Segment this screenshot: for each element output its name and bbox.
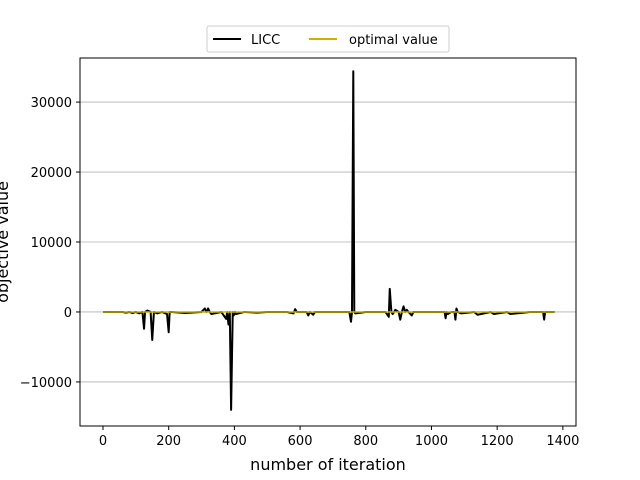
y-tick-label: 30000 xyxy=(31,96,72,111)
grid xyxy=(80,101,576,383)
y-tick-label: 10000 xyxy=(31,236,72,251)
x-tick-label: 1200 xyxy=(481,434,514,449)
legend-label-optimal-value: optimal value xyxy=(349,33,438,48)
series-layer xyxy=(102,70,555,411)
y-tick-label: 0 xyxy=(64,306,72,321)
x-tick-label: 400 xyxy=(222,434,247,449)
x-tick-label: 1000 xyxy=(415,434,448,449)
x-tick-label: 600 xyxy=(288,434,313,449)
y-tick-label: −10000 xyxy=(20,376,72,391)
x-tick-label: 800 xyxy=(353,434,378,449)
x-tick-label: 1400 xyxy=(546,434,579,449)
legend-label-licc: LICC xyxy=(251,33,280,48)
x-tick-label: 200 xyxy=(156,434,181,449)
x-axis-label: number of iteration xyxy=(250,455,406,474)
y-axis-label: objective value xyxy=(0,181,12,303)
y-axis: −10000 0 10000 20000 30000 xyxy=(20,96,80,391)
x-axis: 0 200 400 600 800 1000 1200 1400 xyxy=(99,426,579,449)
series-line-licc xyxy=(102,70,555,411)
y-tick-label: 20000 xyxy=(31,166,72,181)
legend: LICC optimal value xyxy=(206,25,450,53)
x-tick-label: 0 xyxy=(99,434,107,449)
